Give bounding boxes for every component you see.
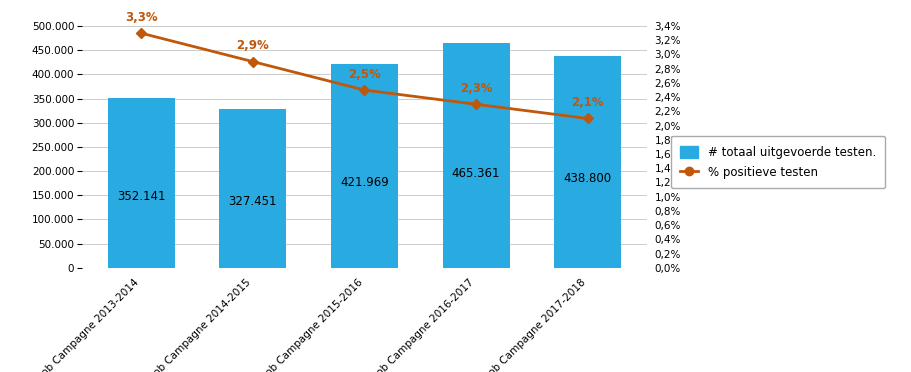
Legend: # totaal uitgevoerde testen., % positieve testen: # totaal uitgevoerde testen., % positiev… [670, 136, 885, 188]
Text: 438.800: 438.800 [564, 172, 611, 185]
Bar [331, 64, 398, 268]
Bar [554, 56, 621, 268]
Text: 465.361: 465.361 [452, 167, 500, 180]
Bar [220, 109, 286, 268]
Text: 2,1%: 2,1% [571, 96, 604, 109]
Text: 2,5%: 2,5% [348, 68, 381, 81]
Text: 327.451: 327.451 [229, 195, 277, 208]
Text: 3,3%: 3,3% [125, 11, 158, 24]
Text: 421.969: 421.969 [340, 176, 389, 189]
Text: 352.141: 352.141 [117, 190, 166, 203]
Bar [107, 97, 175, 268]
Text: 2,9%: 2,9% [236, 39, 269, 52]
Bar [443, 43, 509, 268]
Text: 2,3%: 2,3% [460, 82, 492, 95]
